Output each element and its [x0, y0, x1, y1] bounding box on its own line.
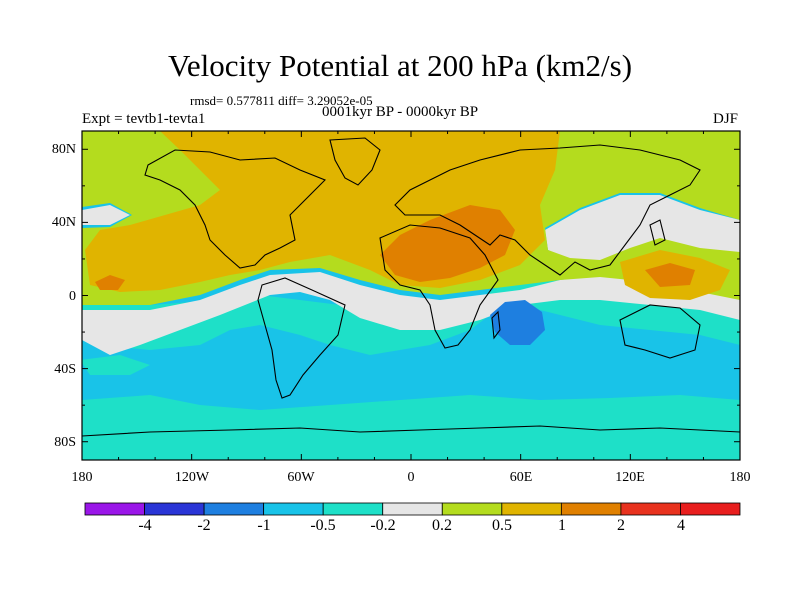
y-tick-0: 0	[69, 289, 76, 304]
field-negative-strong	[490, 300, 545, 345]
colorbar-label: 0.5	[492, 517, 512, 534]
colorbar	[84, 502, 741, 516]
colorbar-box	[382, 502, 443, 516]
x-tick-120e: 120E	[615, 470, 645, 485]
x-tick-180-east: 180	[730, 470, 751, 485]
colorbar-label: -2	[197, 517, 210, 534]
experiment-label: Expt = tevtb1-tevta1	[82, 111, 206, 127]
colorbar-box	[560, 502, 622, 516]
colorbar-box	[441, 502, 503, 516]
x-tick-120w: 120W	[175, 470, 210, 485]
coast-africa	[379, 224, 499, 349]
x-tick-180-west: 180	[72, 470, 93, 485]
plot-title: Velocity Potential at 200 hPa (km2/s)	[167, 48, 633, 83]
colorbar-label: 1	[558, 517, 566, 534]
colorbar-label: -4	[138, 517, 151, 534]
axis-ticks	[81, 131, 741, 460]
field-positive-strong	[380, 205, 515, 282]
coast-japan	[649, 219, 666, 246]
field-neutral-west	[82, 205, 130, 225]
field-positive-strong-east	[645, 263, 695, 287]
rmsd-diff-stats: rmsd= 0.577811 diff= 3.29052e-05	[190, 93, 373, 108]
colorbar-label: -0.5	[310, 517, 335, 534]
season-label: DJF	[712, 111, 738, 127]
y-tick-40n: 40N	[52, 215, 76, 230]
colorbar-box	[263, 502, 324, 516]
colorbar-box	[680, 502, 741, 516]
colorbar-label: -1	[257, 517, 270, 534]
colorbar-label: 0.2	[432, 517, 452, 534]
field-neutral-east	[545, 195, 740, 262]
coast-australia	[619, 304, 701, 359]
field-teal-patch	[82, 355, 150, 375]
coast-north-america	[144, 149, 326, 269]
colorbar-box	[203, 502, 265, 516]
coast-south-america	[257, 277, 346, 399]
coast-eurasia	[394, 144, 701, 276]
field-teal-south	[82, 395, 740, 460]
velocity-potential-field	[82, 131, 740, 460]
colorbar-labels: -4 -2 -1 -0.5 -0.2 0.2 0.5 1 2 4	[138, 517, 685, 534]
x-tick-60w: 60W	[287, 470, 315, 485]
y-tick-80s: 80S	[54, 435, 76, 450]
colorbar-box	[620, 502, 681, 516]
x-tick-0: 0	[408, 470, 415, 485]
coast-antarctica	[82, 425, 740, 437]
coastlines	[82, 137, 740, 437]
field-positive-strong-west	[95, 275, 125, 290]
period-label: 0001kyr BP - 0000kyr BP	[322, 104, 479, 120]
y-tick-40s: 40S	[54, 362, 76, 377]
colorbar-label: 4	[677, 517, 685, 534]
colorbar-box	[322, 502, 384, 516]
colorbar-label: -0.2	[370, 517, 395, 534]
field-neutral-band	[82, 272, 740, 355]
colorbar-box	[84, 502, 145, 516]
colorbar-box	[144, 502, 205, 516]
x-tick-60e: 60E	[510, 470, 533, 485]
colorbar-box	[501, 502, 562, 516]
coast-madagascar	[491, 310, 501, 340]
y-tick-80n: 80N	[52, 142, 76, 157]
colorbar-label: 2	[617, 517, 625, 534]
coast-greenland	[329, 137, 381, 186]
